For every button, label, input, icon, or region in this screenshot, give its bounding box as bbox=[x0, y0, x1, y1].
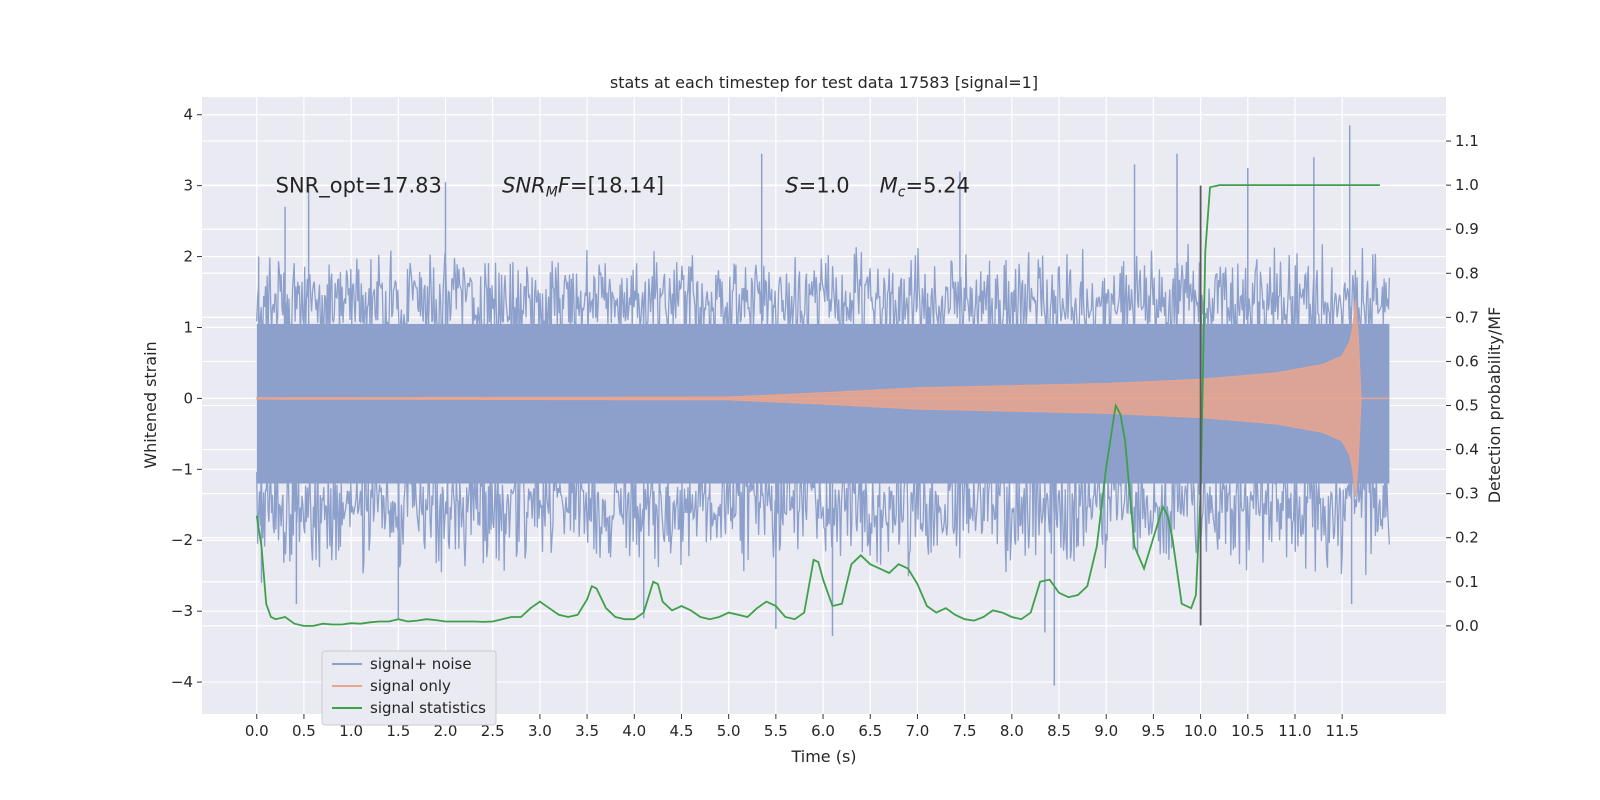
x-tick-label: 6.0 bbox=[811, 722, 835, 740]
legend: signal+ noise signal only signal statist… bbox=[321, 650, 497, 726]
x-axis-label: Time (s) bbox=[790, 747, 856, 766]
y2-tick-label: 1.1 bbox=[1455, 132, 1479, 150]
y-tick-label: −2 bbox=[171, 531, 193, 549]
series-layer bbox=[255, 125, 1391, 686]
signal-statistics-line bbox=[255, 184, 1380, 627]
x-tick-label: 0.5 bbox=[292, 722, 316, 740]
x-tick-label: 5.0 bbox=[717, 722, 741, 740]
y-axis-label: Whitened strain bbox=[141, 341, 160, 468]
y-tick-label: 0 bbox=[183, 389, 193, 407]
x-tick-label: 9.5 bbox=[1141, 722, 1165, 740]
y2-tick-label: 0.8 bbox=[1455, 264, 1479, 282]
annotation-2: S=1.0 bbox=[785, 174, 849, 198]
annotation-1: SNRMF=[18.14] bbox=[502, 174, 664, 201]
y-tick-label: 4 bbox=[183, 106, 193, 124]
y-tick-label: −3 bbox=[171, 602, 193, 620]
y-tick-label: −4 bbox=[171, 673, 193, 691]
x-tick-label: 0.0 bbox=[245, 722, 269, 740]
y-tick-label: −1 bbox=[171, 460, 193, 478]
x-tick-label: 8.5 bbox=[1047, 722, 1071, 740]
y2-tick-label: 0.1 bbox=[1455, 573, 1479, 591]
legend-label-signal-statistics: signal statistics bbox=[370, 699, 486, 717]
y2-tick-label: 0.0 bbox=[1455, 617, 1479, 635]
x-tick-label: 8.0 bbox=[1000, 722, 1024, 740]
x-tick-label: 9.0 bbox=[1094, 722, 1118, 740]
y2-axis-label: Detection probability/MF bbox=[1485, 307, 1504, 504]
x-tick-label: 7.5 bbox=[953, 722, 977, 740]
x-tick-label: 2.0 bbox=[434, 722, 458, 740]
x-tick-label: 2.5 bbox=[481, 722, 505, 740]
signal-only-series bbox=[256, 299, 1390, 498]
y2-tick-label: 1.0 bbox=[1455, 176, 1479, 194]
x-tick-label: 3.0 bbox=[528, 722, 552, 740]
annotation-0: SNR_opt=17.83 bbox=[276, 174, 442, 199]
x-tick-label: 1.5 bbox=[386, 722, 410, 740]
x-tick-label: 3.5 bbox=[575, 722, 599, 740]
y2-tick-label: 0.6 bbox=[1455, 352, 1479, 370]
legend-box bbox=[321, 650, 497, 726]
y2-tick-label: 0.2 bbox=[1455, 529, 1479, 547]
y-tick-label: 3 bbox=[183, 177, 193, 195]
legend-label-signal-noise: signal+ noise bbox=[370, 655, 472, 673]
x-tick-label: 6.5 bbox=[858, 722, 882, 740]
x-tick-label: 10.5 bbox=[1231, 722, 1264, 740]
x-tick-label: 10.0 bbox=[1184, 722, 1217, 740]
x-tick-label: 4.5 bbox=[670, 722, 694, 740]
y-tick-label: 2 bbox=[183, 248, 193, 266]
legend-label-signal-only: signal only bbox=[370, 677, 451, 695]
axes: 0.0 0.5 1.0 1.5 2.0 2.5 3.0 3.5 4.0 4.5 5.0 5.5 6.0 6… bbox=[171, 106, 1479, 740]
y2-tick-label: 0.4 bbox=[1455, 441, 1479, 459]
x-tick-label: 1.0 bbox=[339, 722, 363, 740]
annotation-3: Mc=5.24 bbox=[880, 174, 970, 201]
y2-tick-label: 0.7 bbox=[1455, 308, 1479, 326]
y2-tick-label: 0.3 bbox=[1455, 485, 1479, 503]
x-tick-label: 4.0 bbox=[622, 722, 646, 740]
x-tick-label: 11.5 bbox=[1325, 722, 1358, 740]
x-tick-label: 11.0 bbox=[1278, 722, 1311, 740]
y2-tick-label: 0.9 bbox=[1455, 220, 1479, 238]
y2-tick-label: 0.5 bbox=[1455, 397, 1479, 415]
chart-title: stats at each timestep for test data 175… bbox=[610, 73, 1038, 92]
y-tick-label: 1 bbox=[183, 318, 193, 336]
annotations: SNR_opt=17.83 SNRMF=[18.14] S=1.0 Mc=5.24 bbox=[276, 174, 970, 201]
x-tick-label: 7.0 bbox=[906, 722, 930, 740]
x-tick-label: 5.5 bbox=[764, 722, 788, 740]
